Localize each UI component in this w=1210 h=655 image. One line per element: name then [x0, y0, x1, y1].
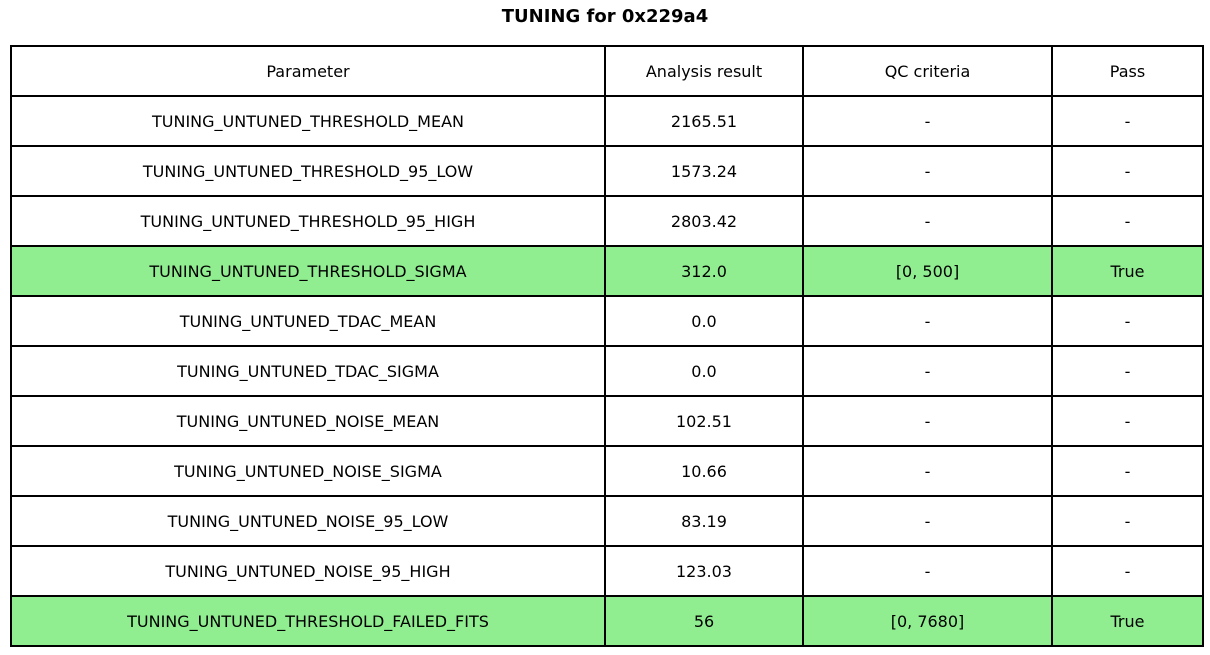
parameter-cell: TUNING_UNTUNED_THRESHOLD_MEAN — [10, 95, 606, 147]
qc-criteria-cell: - — [802, 445, 1053, 497]
column-header-parameter: Parameter — [10, 45, 606, 97]
table-row: TUNING_UNTUNED_NOISE_95_LOW 83.19- - — [10, 495, 1204, 547]
analysis-result-cell: 56 — [604, 595, 804, 647]
table-row: TUNING_UNTUNED_NOISE_SIGMA 10.66- - — [10, 445, 1204, 497]
tuning-qc-table: Parameter Analysis result QC criteria Pass … — [10, 45, 1204, 647]
pass-cell: - — [1051, 295, 1204, 347]
column-header-pass: Pass — [1051, 45, 1204, 97]
table-row: TUNING_UNTUNED_THRESHOLD_MEAN 2165.51- - — [10, 95, 1204, 147]
pass-cell: - — [1051, 195, 1204, 247]
parameter-cell: TUNING_UNTUNED_NOISE_95_LOW — [10, 495, 606, 547]
table-header-row: Parameter Analysis result QC criteria Pass — [10, 45, 1204, 97]
table-row: TUNING_UNTUNED_NOISE_95_HIGH 123.03- - — [10, 545, 1204, 597]
qc-criteria-cell: - — [802, 345, 1053, 397]
table-row: TUNING_UNTUNED_THRESHOLD_SIGMA 312.0 [0, 5… — [10, 245, 1204, 297]
pass-cell: True — [1051, 245, 1204, 297]
column-header-analysis-result: Analysis result — [604, 45, 804, 97]
table-row: TUNING_UNTUNED_THRESHOLD_FAILED_FITS 56 [0… — [10, 595, 1204, 647]
analysis-result-cell: 10.66 — [604, 445, 804, 497]
parameter-cell: TUNING_UNTUNED_TDAC_SIGMA — [10, 345, 606, 397]
pass-cell: - — [1051, 445, 1204, 497]
parameter-cell: TUNING_UNTUNED_TDAC_MEAN — [10, 295, 606, 347]
table-row: TUNING_UNTUNED_THRESHOLD_95_LOW 1573.24- - — [10, 145, 1204, 197]
pass-cell: True — [1051, 595, 1204, 647]
analysis-result-cell: 102.51 — [604, 395, 804, 447]
qc-criteria-cell: - — [802, 195, 1053, 247]
page-title: TUNING for 0x229a4 — [501, 6, 709, 27]
analysis-result-cell: 83.19 — [604, 495, 804, 547]
table-body: TUNING_UNTUNED_THRESHOLD_MEAN 2165.51- - TU… — [10, 95, 1204, 647]
parameter-cell: TUNING_UNTUNED_NOISE_SIGMA — [10, 445, 606, 497]
pass-cell: - — [1051, 345, 1204, 397]
table-row: TUNING_UNTUNED_THRESHOLD_95_HIGH 2803.42-… — [10, 195, 1204, 247]
parameter-cell: TUNING_UNTUNED_NOISE_MEAN — [10, 395, 606, 447]
pass-cell: - — [1051, 395, 1204, 447]
qc-criteria-cell: [0, 500] — [802, 245, 1053, 297]
qc-criteria-cell: - — [802, 545, 1053, 597]
analysis-result-cell: 2803.42 — [604, 195, 804, 247]
parameter-cell: TUNING_UNTUNED_THRESHOLD_95_HIGH — [10, 195, 606, 247]
qc-criteria-cell: - — [802, 95, 1053, 147]
parameter-cell: TUNING_UNTUNED_THRESHOLD_SIGMA — [10, 245, 606, 297]
qc-criteria-cell: - — [802, 145, 1053, 197]
analysis-result-cell: 0.0 — [604, 345, 804, 397]
table-row: TUNING_UNTUNED_TDAC_MEAN 0.0- - — [10, 295, 1204, 347]
pass-cell: - — [1051, 145, 1204, 197]
parameter-cell: TUNING_UNTUNED_NOISE_95_HIGH — [10, 545, 606, 597]
table-row: TUNING_UNTUNED_TDAC_SIGMA 0.0- - — [10, 345, 1204, 397]
qc-criteria-cell: - — [802, 395, 1053, 447]
analysis-result-cell: 1573.24 — [604, 145, 804, 197]
pass-cell: - — [1051, 95, 1204, 147]
analysis-result-cell: 2165.51 — [604, 95, 804, 147]
analysis-result-cell: 123.03 — [604, 545, 804, 597]
qc-criteria-cell: - — [802, 295, 1053, 347]
table-row: TUNING_UNTUNED_NOISE_MEAN 102.51- - — [10, 395, 1204, 447]
parameter-cell: TUNING_UNTUNED_THRESHOLD_FAILED_FITS — [10, 595, 606, 647]
column-header-qc-criteria: QC criteria — [802, 45, 1053, 97]
pass-cell: - — [1051, 545, 1204, 597]
qc-criteria-cell: [0, 7680] — [802, 595, 1053, 647]
analysis-result-cell: 0.0 — [604, 295, 804, 347]
parameter-cell: TUNING_UNTUNED_THRESHOLD_95_LOW — [10, 145, 606, 197]
qc-criteria-cell: - — [802, 495, 1053, 547]
analysis-result-cell: 312.0 — [604, 245, 804, 297]
pass-cell: - — [1051, 495, 1204, 547]
